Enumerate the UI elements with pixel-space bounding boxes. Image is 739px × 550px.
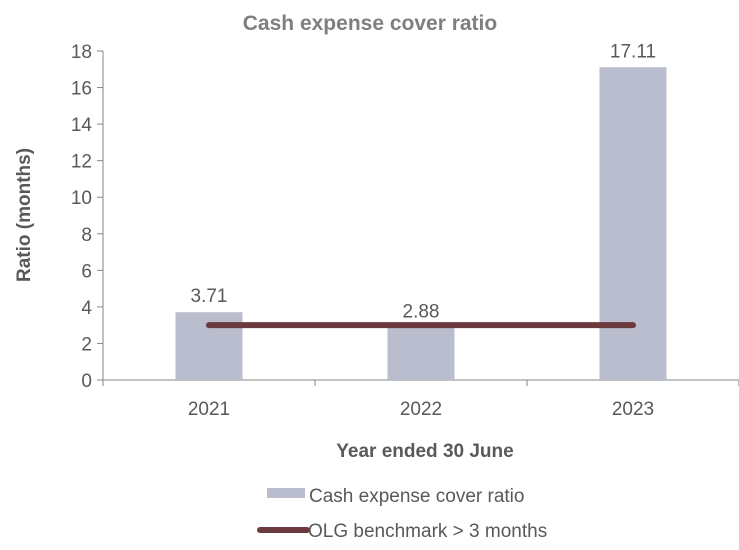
y-tick-label-1: 2: [81, 334, 92, 355]
y-tick-label-6: 12: [71, 152, 92, 173]
x-tick-label-2022: 2022: [400, 399, 442, 420]
y-tick-label-4: 8: [81, 225, 92, 246]
x-tick-label-2023: 2023: [612, 399, 654, 420]
legend-swatch-bar: [267, 488, 305, 498]
data-label-2023: 17.11: [610, 41, 656, 62]
y-tick-label-3: 6: [81, 261, 92, 282]
bar-2023: [599, 67, 667, 381]
x-axis-label: Year ended 30 June: [336, 441, 513, 462]
y-tick-label-0: 0: [81, 371, 92, 392]
y-axis-label: Ratio (months): [14, 148, 35, 282]
data-label-2022: 2.88: [403, 301, 440, 322]
legend-label-bar: Cash expense cover ratio: [309, 486, 524, 507]
y-tick-label-7: 14: [71, 115, 93, 136]
y-tick-label-9: 18: [71, 42, 92, 63]
y-tick-label-8: 16: [71, 79, 92, 100]
x-tick-label-2021: 2021: [188, 399, 230, 420]
legend-label-line: OLG benchmark > 3 months: [308, 521, 547, 542]
bar-2022: [387, 327, 455, 380]
plot-area: 0 2 4 6 8 10 12 14 16 18 2021 2022 2023 3.71 2.88 17.11: [71, 41, 739, 420]
chart-title: Cash expense cover ratio: [243, 12, 497, 35]
legend: Cash expense cover ratio OLG benchmark > …: [257, 486, 547, 542]
data-label-2021: 3.71: [191, 286, 228, 307]
y-tick-label-5: 10: [71, 188, 92, 209]
y-tick-label-2: 4: [81, 298, 92, 319]
